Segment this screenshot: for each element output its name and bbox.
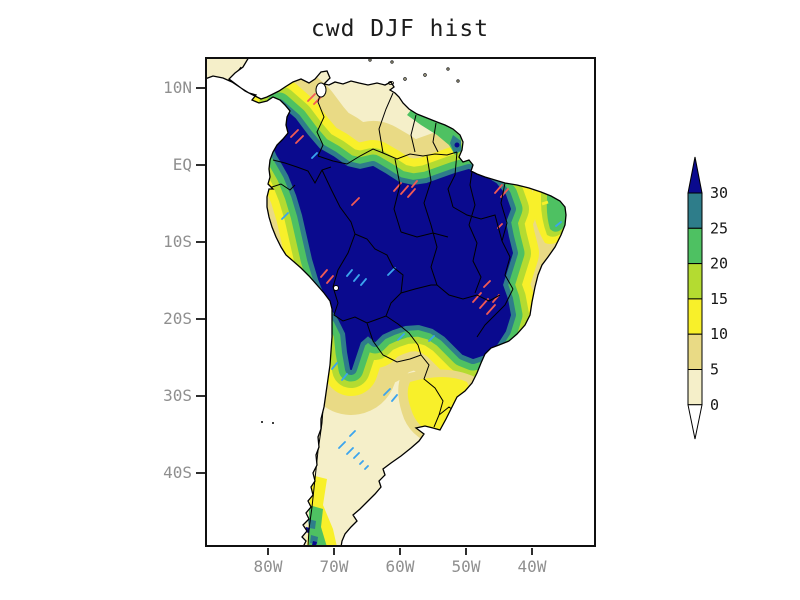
lat-tick-40s [196,472,205,474]
south-america-map-svg [205,57,567,547]
colorbar-seg-15-20 [687,263,703,300]
south-chile-navy-specks [305,527,317,546]
colorbar-seg-0-5 [687,369,703,406]
colorbar-seg-20-25 [687,227,703,265]
colorbar-over-arrow [687,156,703,194]
south-chile-teal-specks [308,519,318,544]
colorbar-label-30: 30 [710,184,728,202]
lon-tick-50w [465,548,467,555]
plot-title: cwd DJF hist [310,16,490,42]
lat-label-20s: 20S [163,309,192,328]
colorbar-seg-10-15 [687,298,703,335]
antilles-islands [368,58,460,85]
colorbar-seg-25-30 [687,192,703,229]
lat-label-10s: 10S [163,232,192,251]
lat-tick-eq [196,164,205,166]
colorbar-label-15: 15 [710,290,728,308]
lon-tick-60w [399,548,401,555]
colorbar-seg-5-10 [687,333,703,370]
colorbar: 30 25 20 15 10 5 0 [684,150,754,454]
lat-label-eq: EQ [172,155,192,174]
colorbar-label-5: 5 [710,361,719,379]
lon-tick-40w [531,548,533,555]
country-borders [234,66,514,547]
lon-label-50w: 50W [451,557,481,576]
lake-maracaibo [315,82,327,98]
lon-tick-80w [267,548,269,555]
hatch-red-marks [290,93,509,315]
colorbar-svg: 30 25 20 15 10 5 0 [687,156,728,440]
lat-tick-20s [196,318,205,320]
lat-label-40s: 40S [163,463,192,482]
lon-label-60w: 60W [385,557,415,576]
lat-tick-30s [196,395,205,397]
south-america-coastline [205,57,567,547]
lat-label-10n: 10N [163,78,192,97]
colorbar-label-25: 25 [710,219,728,237]
cayenne-navy-dot [454,142,460,148]
lon-label-80w: 80W [253,557,283,576]
colorbar-label-20: 20 [710,255,728,273]
lon-tick-70w [333,548,335,555]
lon-label-40w: 40W [517,557,547,576]
colorbar-under-arrow [687,404,703,440]
lat-label-30s: 30S [163,386,192,405]
lake-titicaca [333,285,339,291]
contour-fill-layers [205,57,566,547]
colorbar-label-10: 10 [710,325,728,343]
lon-label-70w: 70W [319,557,349,576]
lat-tick-10n [196,87,205,89]
map-area [205,57,596,547]
lat-tick-10s [196,241,205,243]
colorbar-label-0: 0 [710,396,719,414]
hatch-blue-marks [281,152,562,470]
ne-brazil-yellow-dash [541,200,549,206]
pacific-islands [261,421,274,424]
